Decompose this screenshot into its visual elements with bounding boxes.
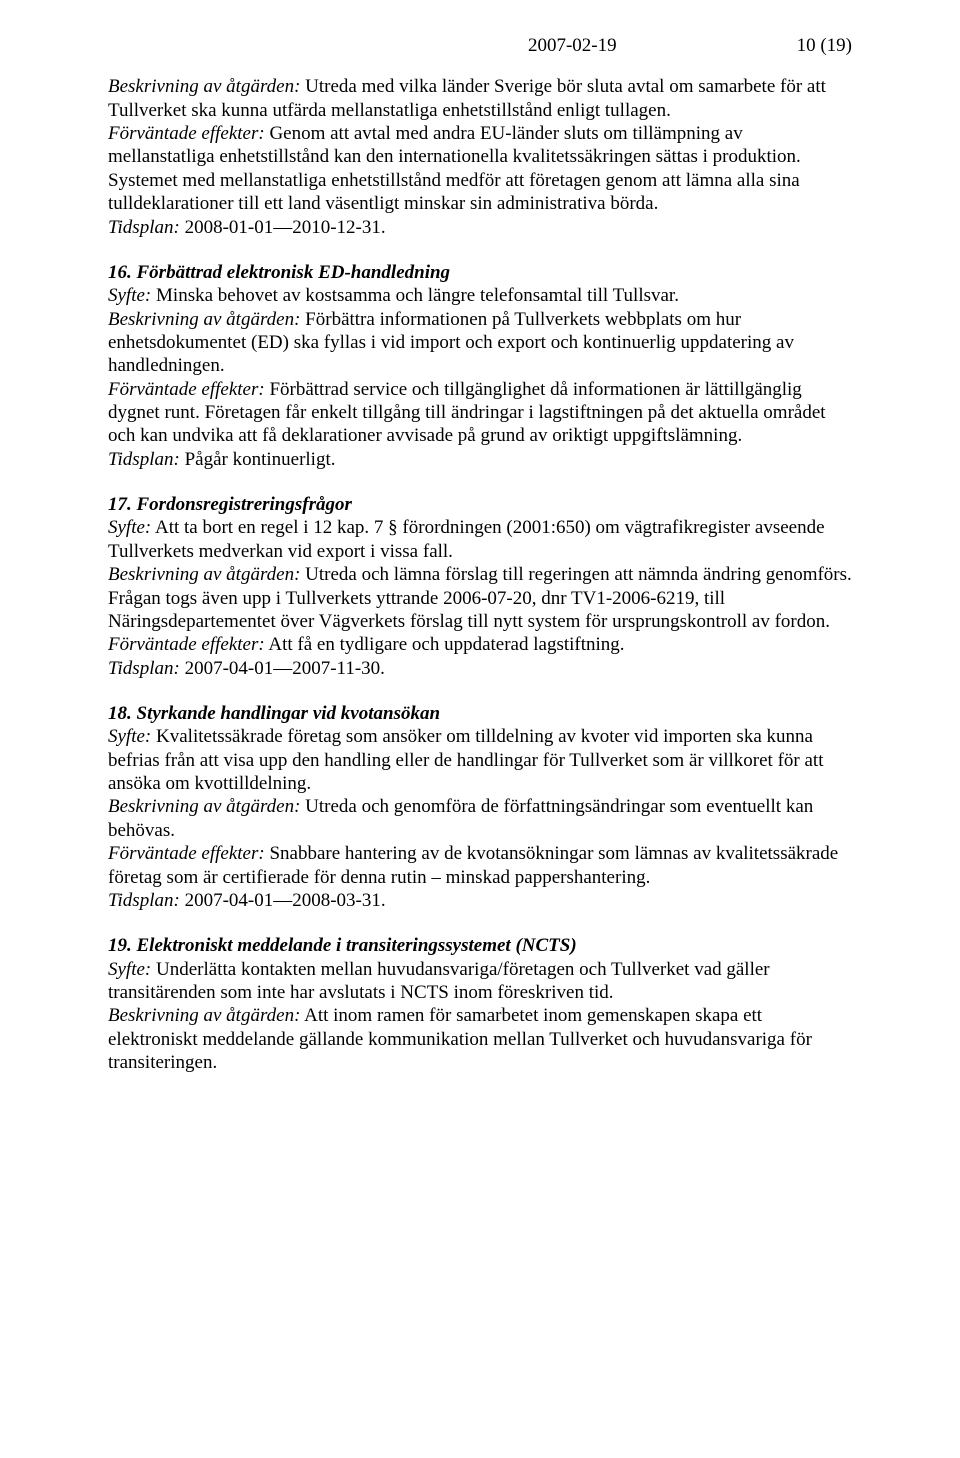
section-16-heading: 16. Förbättrad elektronisk ED-handlednin… [108,262,450,283]
page-header: 2007-02-19 10 (19) [108,34,852,57]
forvantade-label: Förväntade effekter: [108,634,265,655]
tidsplan-label: Tidsplan: [108,890,180,911]
tidsplan-text: 2007-04-01—2007-11-30. [180,658,385,679]
section-16-body: 16. Förbättrad elektronisk ED-handlednin… [108,261,852,471]
forvantade-label: Förväntade effekter: [108,379,265,400]
header-date: 2007-02-19 [528,34,617,57]
forvantade-text: Att få en tydligare och uppdaterad lagst… [265,634,625,655]
syfte-text: Underlätta kontakten mellan huvudansvari… [108,959,770,1003]
section-17: 17. Fordonsregistreringsfrågor Syfte: At… [108,493,852,680]
section-19: 19. Elektroniskt meddelande i transiteri… [108,934,852,1074]
beskrivning-label: Beskrivning av åtgärden: [108,1005,300,1026]
syfte-label: Syfte: [108,726,151,747]
syfte-label: Syfte: [108,959,151,980]
forvantade-label: Förväntade effekter: [108,843,265,864]
syfte-text: Kvalitetssäkrade företag som ansöker om … [108,726,823,794]
tidsplan-text: Pågår kontinuerligt. [180,449,336,470]
tidsplan-text: 2008-01-01—2010-12-31. [180,217,386,238]
document-page: 2007-02-19 10 (19) Beskrivning av åtgärd… [0,0,960,1458]
syfte-text: Minska behovet av kostsamma och längre t… [151,285,679,306]
beskrivning-label: Beskrivning av åtgärden: [108,309,300,330]
header-pageinfo: 10 (19) [797,34,852,57]
syfte-text: Att ta bort en regel i 12 kap. 7 § föror… [108,517,825,561]
tidsplan-text: 2007-04-01—2008-03-31. [180,890,386,911]
tidsplan-label: Tidsplan: [108,217,180,238]
section-17-body: 17. Fordonsregistreringsfrågor Syfte: At… [108,493,852,680]
section-18-body: 18. Styrkande handlingar vid kvotansökan… [108,702,852,912]
section-18-heading: 18. Styrkande handlingar vid kvotansökan [108,703,440,724]
forvantade-label: Förväntade effekter: [108,123,265,144]
section-16: 16. Förbättrad elektronisk ED-handlednin… [108,261,852,471]
section-lead: Beskrivning av åtgärden: Utreda med vilk… [108,75,852,239]
section-18: 18. Styrkande handlingar vid kvotansökan… [108,702,852,912]
tidsplan-label: Tidsplan: [108,658,180,679]
tidsplan-label: Tidsplan: [108,449,180,470]
beskrivning-label: Beskrivning av åtgärden: [108,796,300,817]
section-19-body: 19. Elektroniskt meddelande i transiteri… [108,934,852,1074]
beskrivning-label: Beskrivning av åtgärden: [108,76,300,97]
lead-paragraph: Beskrivning av åtgärden: Utreda med vilk… [108,75,852,239]
syfte-label: Syfte: [108,285,151,306]
syfte-label: Syfte: [108,517,151,538]
section-17-heading: 17. Fordonsregistreringsfrågor [108,494,352,515]
beskrivning-label: Beskrivning av åtgärden: [108,564,300,585]
section-19-heading: 19. Elektroniskt meddelande i transiteri… [108,935,577,956]
